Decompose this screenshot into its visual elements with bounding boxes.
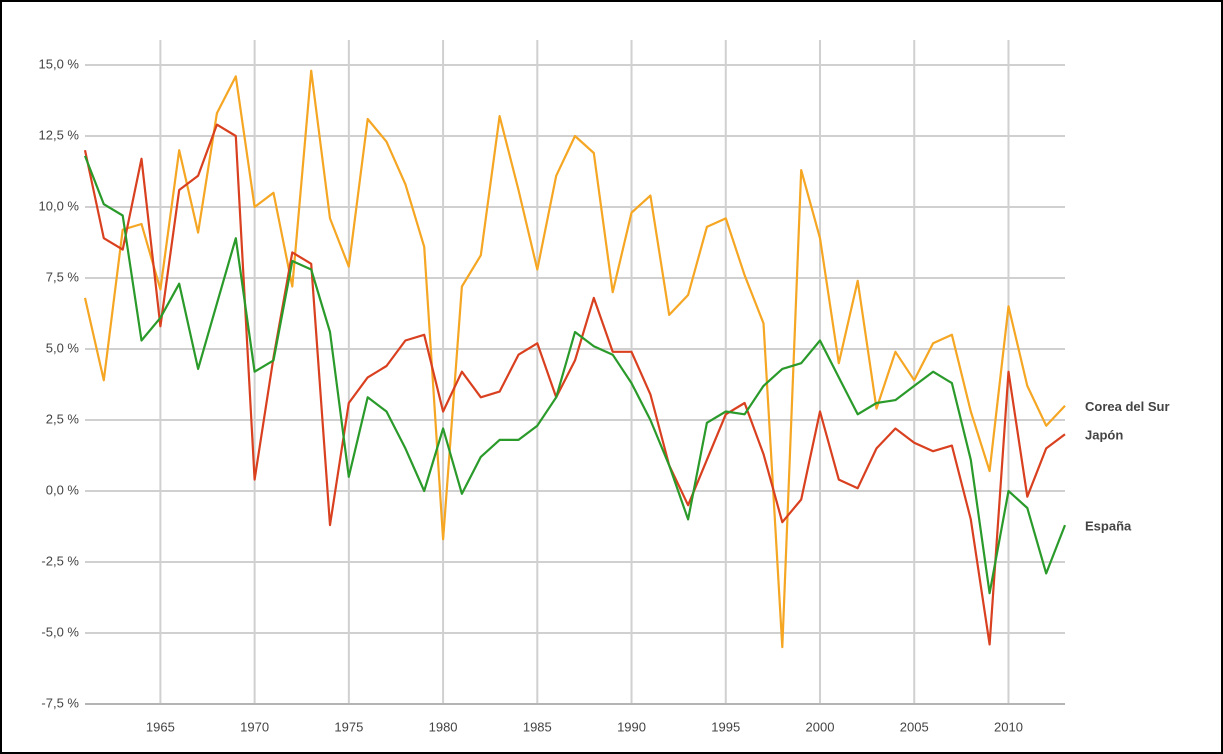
x-tick-label: 1975 bbox=[334, 719, 363, 734]
series-line bbox=[83, 123, 1066, 646]
series-label: Japón bbox=[1085, 428, 1123, 443]
series-label: Corea del Sur bbox=[1085, 399, 1170, 414]
y-tick-label: 15,0 % bbox=[39, 56, 80, 71]
x-tick-label: 1985 bbox=[523, 719, 552, 734]
x-tick-label: 1995 bbox=[711, 719, 740, 734]
x-tick-label: 2000 bbox=[806, 719, 835, 734]
x-tick-label: 1980 bbox=[429, 719, 458, 734]
x-tick-label: 2010 bbox=[994, 719, 1023, 734]
y-tick-label: -7,5 % bbox=[41, 695, 79, 710]
lines bbox=[83, 69, 1067, 649]
series-line bbox=[83, 155, 1067, 595]
x-tick-label: 1990 bbox=[617, 719, 646, 734]
y-tick-label: 10,0 % bbox=[39, 198, 80, 213]
y-tick-label: -2,5 % bbox=[41, 553, 79, 568]
y-tick-label: 2,5 % bbox=[46, 411, 80, 426]
y-tick-label: 0,0 % bbox=[46, 482, 80, 497]
series-line bbox=[83, 69, 1066, 649]
y-tick-label: 7,5 % bbox=[46, 269, 80, 284]
x-tick-label: 2005 bbox=[900, 719, 929, 734]
y-tick-label: 12,5 % bbox=[39, 127, 80, 142]
x-tick-label: 1970 bbox=[240, 719, 269, 734]
y-tick-label: 5,0 % bbox=[46, 340, 80, 355]
y-tick-label: -5,0 % bbox=[41, 624, 79, 639]
labels: -7,5 % -5,0 % -2,5 % 0,0 % 2,5 % 5,0 % 7,5 % 10… bbox=[39, 56, 1170, 734]
series-label: España bbox=[1085, 519, 1132, 534]
x-tick-label: 1965 bbox=[146, 719, 175, 734]
